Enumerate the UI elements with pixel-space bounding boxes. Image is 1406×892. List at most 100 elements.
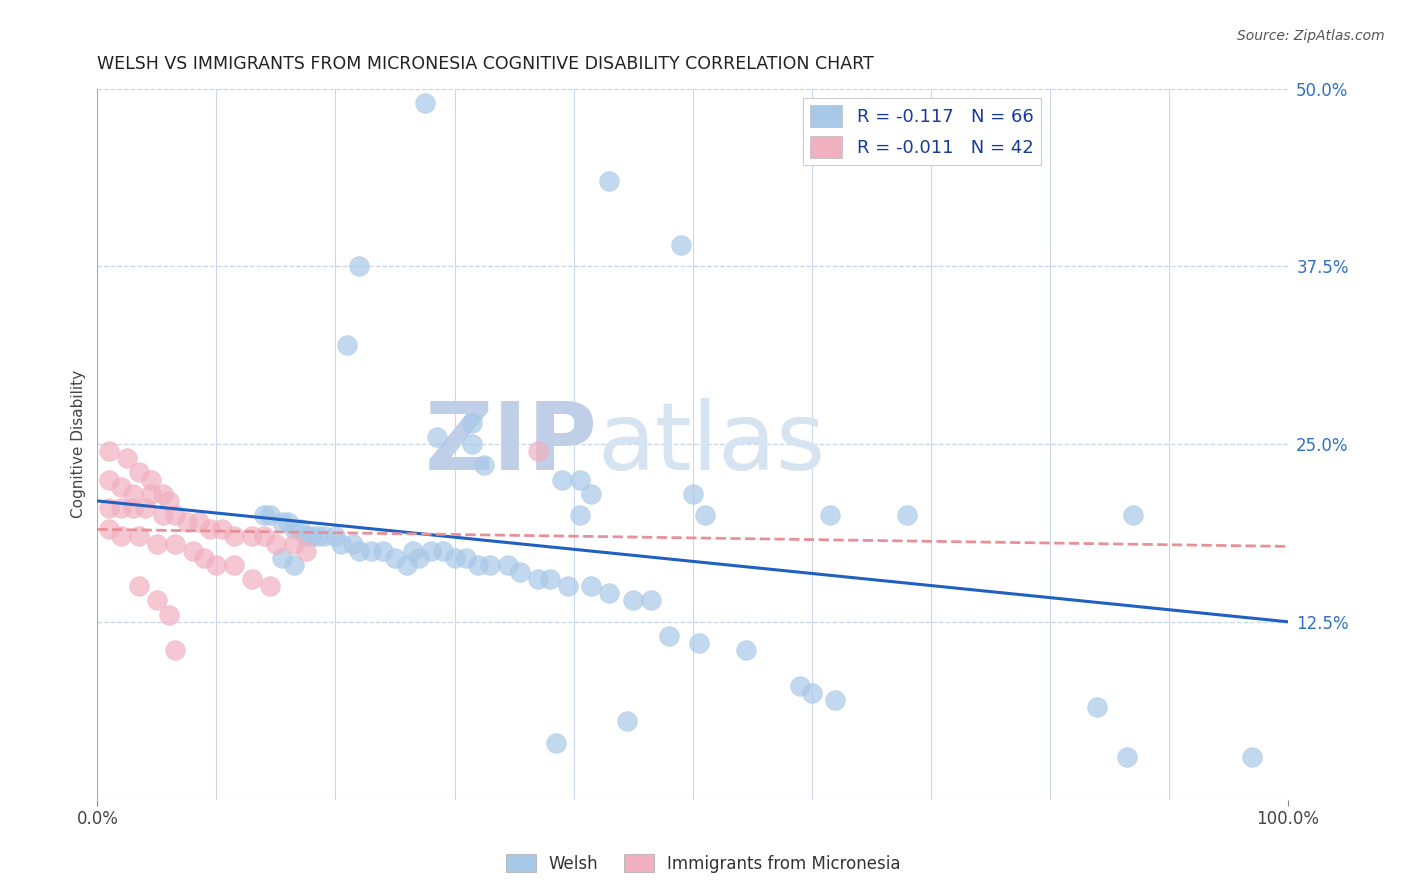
Point — [824, 693, 846, 707]
Point — [152, 487, 174, 501]
Y-axis label: Cognitive Disability: Cognitive Disability — [72, 370, 86, 518]
Point — [1085, 700, 1108, 714]
Point — [568, 508, 591, 523]
Point — [688, 636, 710, 650]
Point — [360, 543, 382, 558]
Point — [527, 444, 550, 458]
Point — [128, 529, 150, 543]
Point — [330, 536, 353, 550]
Point — [538, 572, 561, 586]
Point — [146, 536, 169, 550]
Point — [472, 458, 495, 473]
Point — [640, 593, 662, 607]
Legend: R = -0.117   N = 66, R = -0.011   N = 42: R = -0.117 N = 66, R = -0.011 N = 42 — [803, 97, 1040, 165]
Point — [443, 550, 465, 565]
Point — [621, 593, 644, 607]
Point — [479, 558, 502, 572]
Point — [224, 529, 246, 543]
Point — [349, 260, 371, 274]
Point — [163, 508, 186, 523]
Point — [110, 480, 132, 494]
Point — [896, 508, 918, 523]
Point — [110, 501, 132, 516]
Point — [283, 558, 305, 572]
Point — [163, 536, 186, 550]
Point — [128, 466, 150, 480]
Point — [598, 174, 620, 188]
Point — [253, 529, 276, 543]
Text: WELSH VS IMMIGRANTS FROM MICRONESIA COGNITIVE DISABILITY CORRELATION CHART: WELSH VS IMMIGRANTS FROM MICRONESIA COGN… — [97, 55, 875, 73]
Point — [139, 473, 162, 487]
Text: ZIP: ZIP — [425, 398, 598, 490]
Point — [426, 430, 449, 444]
Point — [1116, 750, 1139, 764]
Point — [240, 572, 263, 586]
Point — [544, 736, 567, 750]
Point — [294, 529, 316, 543]
Point — [735, 643, 758, 657]
Point — [240, 529, 263, 543]
Point — [413, 95, 436, 110]
Point — [152, 508, 174, 523]
Point — [325, 529, 347, 543]
Point — [139, 487, 162, 501]
Point — [509, 565, 531, 579]
Point — [312, 529, 335, 543]
Point — [157, 607, 180, 622]
Text: atlas: atlas — [598, 398, 825, 490]
Point — [187, 515, 209, 529]
Point — [402, 543, 425, 558]
Point — [693, 508, 716, 523]
Point — [527, 572, 550, 586]
Point — [128, 579, 150, 593]
Point — [98, 501, 121, 516]
Point — [384, 550, 406, 565]
Point — [193, 550, 215, 565]
Point — [301, 529, 323, 543]
Point — [98, 522, 121, 536]
Point — [253, 508, 276, 523]
Point — [205, 558, 228, 572]
Point — [1122, 508, 1144, 523]
Point — [122, 487, 145, 501]
Point — [283, 536, 305, 550]
Point — [200, 522, 222, 536]
Point — [146, 593, 169, 607]
Point — [270, 550, 292, 565]
Point — [461, 416, 484, 430]
Point — [110, 529, 132, 543]
Point — [157, 494, 180, 508]
Point — [568, 473, 591, 487]
Point — [581, 487, 603, 501]
Point — [800, 686, 823, 700]
Point — [557, 579, 579, 593]
Point — [550, 473, 572, 487]
Point — [283, 522, 305, 536]
Point — [211, 522, 233, 536]
Point — [134, 501, 156, 516]
Point — [181, 543, 204, 558]
Point — [176, 515, 198, 529]
Point — [408, 550, 430, 565]
Point — [669, 238, 692, 252]
Point — [259, 508, 281, 523]
Point — [818, 508, 841, 523]
Point — [461, 437, 484, 451]
Point — [349, 543, 371, 558]
Legend: Welsh, Immigrants from Micronesia: Welsh, Immigrants from Micronesia — [499, 847, 907, 880]
Point — [122, 501, 145, 516]
Point — [98, 473, 121, 487]
Point — [419, 543, 441, 558]
Point — [163, 643, 186, 657]
Point — [294, 543, 316, 558]
Point — [307, 529, 329, 543]
Point — [1241, 750, 1264, 764]
Point — [270, 515, 292, 529]
Point — [336, 337, 359, 351]
Point — [598, 586, 620, 600]
Point — [224, 558, 246, 572]
Point — [496, 558, 519, 572]
Point — [456, 550, 478, 565]
Point — [259, 579, 281, 593]
Point — [432, 543, 454, 558]
